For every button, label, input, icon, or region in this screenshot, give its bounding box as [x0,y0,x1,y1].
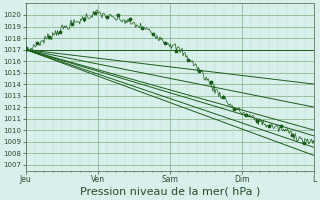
X-axis label: Pression niveau de la mer( hPa ): Pression niveau de la mer( hPa ) [80,187,260,197]
